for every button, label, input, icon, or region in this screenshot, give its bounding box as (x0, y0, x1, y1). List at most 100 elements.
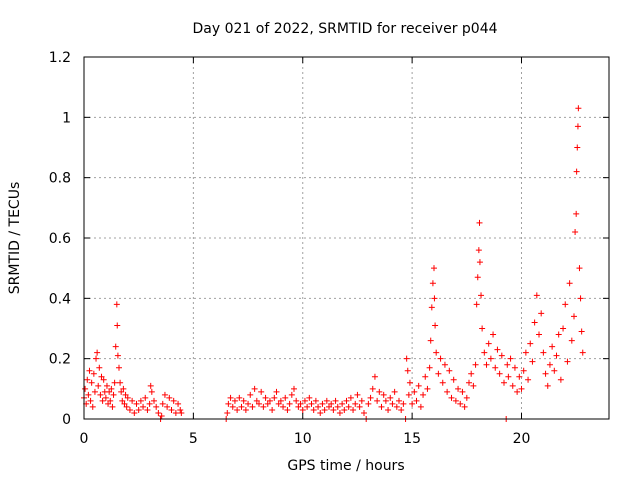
data-point (260, 403, 267, 410)
data-point (546, 361, 553, 368)
data-point (277, 397, 284, 404)
data-point (549, 343, 556, 350)
data-point (124, 394, 131, 401)
data-point (151, 397, 157, 404)
data-point (574, 123, 581, 130)
data-point (284, 406, 291, 413)
x-tick-label: 20 (513, 431, 531, 447)
data-point (123, 403, 130, 410)
data-point (103, 382, 110, 389)
data-point (109, 403, 116, 410)
data-point (175, 400, 182, 407)
data-point (498, 352, 505, 359)
data-point (273, 388, 280, 395)
data-point (94, 349, 101, 356)
data-point (536, 331, 542, 338)
data-point (308, 400, 315, 407)
data-point (429, 280, 436, 287)
data-point (389, 400, 396, 407)
data-point (91, 388, 98, 395)
data-point (378, 403, 385, 410)
data-point (155, 409, 162, 416)
data-point (350, 406, 357, 413)
data-point (89, 403, 96, 410)
data-point (433, 349, 440, 356)
data-point (553, 352, 560, 359)
data-point (533, 292, 540, 299)
data-point (299, 406, 306, 413)
data-point (577, 295, 584, 302)
data-point (529, 358, 536, 365)
data-point (177, 406, 184, 413)
data-point (361, 409, 367, 416)
data-point (116, 364, 122, 371)
data-point (439, 379, 446, 386)
data-point (504, 361, 511, 368)
data-point (323, 397, 330, 404)
y-axis-label: SRMTID / TECUs (7, 182, 23, 295)
data-point (108, 385, 115, 392)
data-point (332, 397, 339, 404)
data-point (578, 328, 585, 335)
data-point (301, 397, 308, 404)
data-point (431, 265, 437, 272)
data-point (347, 394, 354, 401)
x-tick-label: 15 (403, 431, 421, 447)
x-tick-label: 10 (294, 431, 312, 447)
data-point (262, 394, 269, 401)
data-point (90, 370, 97, 377)
data-point (516, 373, 523, 380)
data-point (358, 397, 365, 404)
data-point (403, 355, 410, 362)
data-point (405, 391, 412, 398)
data-point (435, 370, 442, 377)
data-point (551, 367, 558, 374)
data-point (334, 403, 341, 410)
data-point (253, 397, 260, 404)
data-point (119, 397, 126, 404)
data-point (178, 409, 185, 416)
data-point (304, 403, 311, 410)
data-point (507, 355, 514, 362)
data-point (505, 373, 512, 380)
data-point (88, 379, 95, 386)
data-point (86, 367, 93, 374)
data-point (472, 361, 479, 368)
data-point (573, 210, 580, 217)
data-point (525, 376, 532, 383)
y-tick-label: 0.8 (49, 171, 71, 187)
data-point (380, 391, 387, 398)
data-point (95, 382, 102, 389)
y-tick-label: 0.4 (49, 291, 71, 307)
data-point (473, 301, 480, 308)
data-point (496, 370, 503, 377)
data-point (417, 403, 424, 410)
data-point (382, 397, 389, 404)
data-point (387, 394, 394, 401)
data-point (518, 385, 525, 392)
data-point (153, 403, 160, 410)
data-point (271, 394, 278, 401)
data-point (93, 355, 100, 362)
data-point (269, 406, 276, 413)
data-point (317, 409, 324, 416)
data-point (385, 406, 392, 413)
data-point (282, 394, 289, 401)
data-point (476, 259, 483, 266)
data-point (356, 403, 363, 410)
data-point (312, 397, 319, 404)
data-point (571, 313, 577, 320)
data-point (245, 400, 252, 407)
data-point (574, 144, 581, 151)
data-point (483, 361, 490, 368)
data-point (112, 343, 119, 350)
data-point (168, 406, 175, 413)
data-point (542, 370, 549, 377)
data-point (422, 373, 429, 380)
data-point (111, 379, 118, 386)
data-point (242, 406, 249, 413)
data-point (476, 219, 483, 226)
data-point (459, 388, 466, 395)
data-point (96, 364, 103, 371)
data-point (137, 397, 144, 404)
